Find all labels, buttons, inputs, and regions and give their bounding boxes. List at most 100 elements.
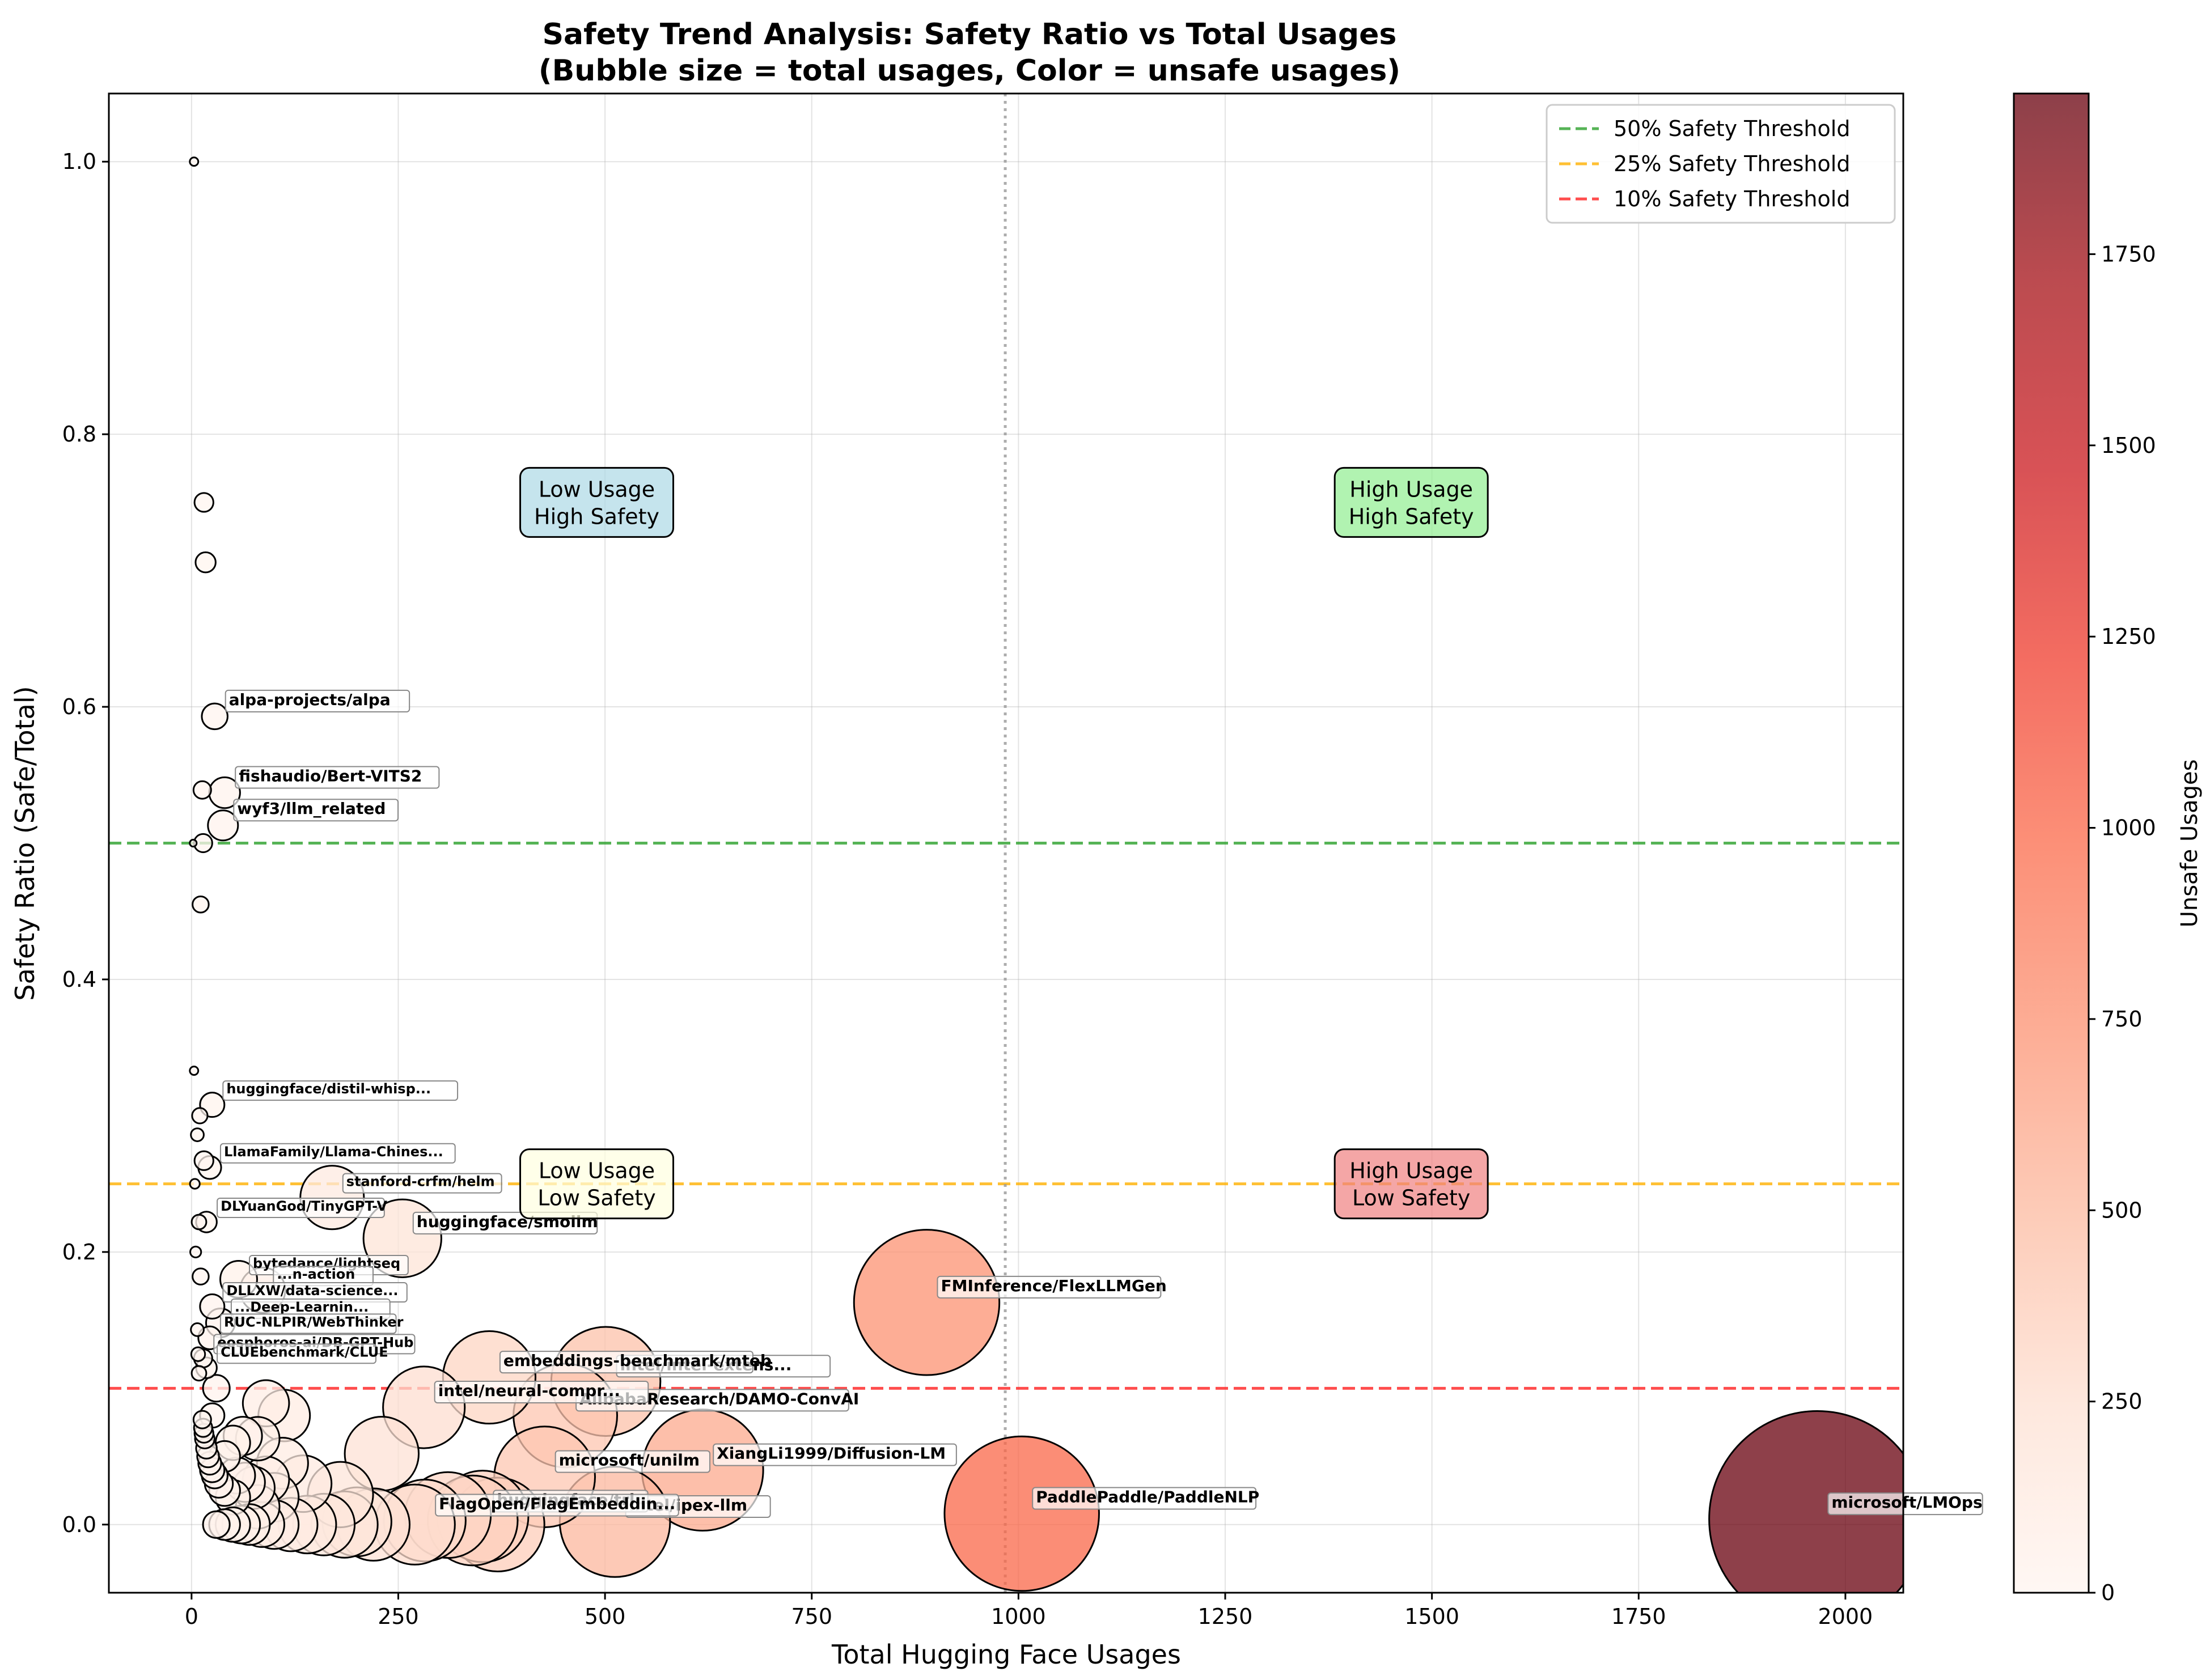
quadrant-box bbox=[1333, 1148, 1489, 1220]
point-label-box bbox=[1827, 1492, 1983, 1516]
point-label-box bbox=[217, 1197, 385, 1218]
point-label: CLUEbenchmark/CLUE bbox=[221, 1344, 388, 1360]
legend-frame bbox=[1546, 104, 1896, 224]
bubble bbox=[190, 1365, 208, 1382]
point-label-box bbox=[233, 799, 399, 822]
point-label-box bbox=[713, 1443, 957, 1466]
legend: 50% Safety Threshold 25% Safety Threshold… bbox=[1546, 104, 1896, 224]
colorbar-ticks: 0 250 500 750 1000 1250 1500 1750 bbox=[2089, 241, 2156, 1605]
point-label: RUC-NLPIR/WebThinker bbox=[224, 1314, 404, 1330]
x-tick-label: 0 bbox=[185, 1604, 198, 1629]
bubble bbox=[943, 1435, 1100, 1592]
quadrant-label: Low Safety bbox=[1352, 1186, 1470, 1211]
y-tick-label: 0.8 bbox=[62, 422, 96, 447]
bubble bbox=[202, 1374, 231, 1403]
x-tick-label: 500 bbox=[585, 1604, 626, 1629]
quadrant-box bbox=[1333, 466, 1489, 538]
point-label-box bbox=[219, 1313, 397, 1334]
colorbar-tick-label: 0 bbox=[2101, 1580, 2115, 1605]
point-label-box bbox=[342, 1173, 502, 1194]
x-tick-label: 1250 bbox=[1198, 1604, 1253, 1629]
point-label: wyf3/llm_related bbox=[237, 799, 386, 818]
bubble bbox=[190, 1127, 205, 1142]
x-axis-ticks: 0 250 500 750 1000 1250 1500 1750 2000 bbox=[185, 1593, 1873, 1629]
point-label: alpa-projects/alpa bbox=[229, 690, 391, 709]
plot-frame bbox=[108, 92, 1904, 1594]
bubble bbox=[189, 156, 200, 167]
bubble bbox=[192, 1267, 210, 1286]
bubble bbox=[189, 1066, 200, 1076]
point-label: ...n-action bbox=[277, 1266, 355, 1282]
point-label-box bbox=[235, 766, 440, 789]
colorbar-tick-label: 1500 bbox=[2101, 433, 2156, 458]
quadrant-label: High Usage bbox=[1349, 1159, 1473, 1183]
quadrant-label: Low Usage bbox=[539, 1159, 655, 1183]
colorbar: 0 250 500 750 1000 1250 1500 1750 Unsafe Usages bbox=[2013, 92, 2203, 1605]
point-label: microsoft/unilm bbox=[559, 1451, 700, 1470]
point-label: intel/neural-compr... bbox=[438, 1381, 620, 1400]
x-tick-label: 250 bbox=[378, 1604, 419, 1629]
bubble bbox=[207, 809, 239, 842]
x-tick-label: 1750 bbox=[1611, 1604, 1666, 1629]
point-label: DLYuanGod/TinyGPT-V bbox=[221, 1198, 387, 1214]
chart-title: Safety Trend Analysis: Safety Ratio vs T… bbox=[543, 18, 1397, 52]
point-label: huggingface/distil-whisp... bbox=[226, 1081, 431, 1097]
bubble bbox=[853, 1229, 1001, 1376]
bubble bbox=[1708, 1410, 1903, 1593]
bubble bbox=[191, 1107, 209, 1125]
y-tick-label: 0.4 bbox=[62, 967, 96, 992]
bubble bbox=[190, 1346, 206, 1362]
bubble bbox=[190, 1214, 208, 1231]
legend-entry: 25% Safety Threshold bbox=[1614, 151, 1850, 176]
y-axis-label: Safety Ratio (Safe/Total) bbox=[10, 686, 40, 1000]
bubble bbox=[202, 1510, 231, 1539]
bubble bbox=[193, 492, 214, 513]
x-tick-label: 1500 bbox=[1404, 1604, 1459, 1629]
point-label-box bbox=[217, 1343, 376, 1364]
point-label: DLLXW/data-science... bbox=[226, 1283, 398, 1299]
point-label: ...Deep-Learnin... bbox=[235, 1299, 369, 1315]
bubble bbox=[192, 895, 210, 914]
bubble bbox=[194, 551, 217, 574]
bubble bbox=[199, 1293, 226, 1320]
x-axis-label: Total Hugging Face Usages bbox=[831, 1639, 1181, 1670]
point-label: XiangLi1999/Diffusion-LM bbox=[717, 1444, 946, 1463]
bubble bbox=[193, 1150, 214, 1171]
plot-title: Safety Trend Analysis: Safety Ratio vs T… bbox=[539, 18, 1400, 88]
quadrant-label: Low Safety bbox=[537, 1186, 655, 1211]
chart-subtitle: (Bubble size = total usages, Color = uns… bbox=[539, 54, 1400, 88]
bubble bbox=[192, 1410, 212, 1429]
point-label-box bbox=[499, 1351, 753, 1374]
point-label: PaddlePaddle/PaddleNLP bbox=[1036, 1488, 1259, 1507]
point-label: fishaudio/Bert-VITS2 bbox=[239, 767, 422, 786]
legend-entry: 50% Safety Threshold bbox=[1614, 116, 1850, 141]
y-axis-ticks: 0.0 0.2 0.4 0.6 0.8 1.0 bbox=[62, 149, 109, 1537]
colorbar-gradient bbox=[2013, 92, 2090, 1594]
y-tick-label: 0.6 bbox=[62, 694, 96, 719]
point-label: LlamaFamily/Llama-Chines... bbox=[224, 1144, 443, 1160]
colorbar-tick-label: 250 bbox=[2101, 1389, 2143, 1414]
bubble bbox=[189, 1245, 202, 1258]
quadrant-label: Low Usage bbox=[539, 477, 655, 502]
point-label-box bbox=[222, 1080, 459, 1101]
y-tick-label: 0.0 bbox=[62, 1512, 96, 1537]
quadrant-box bbox=[519, 1148, 675, 1220]
point-label: FMInference/FlexLLMGen bbox=[941, 1276, 1166, 1295]
bubble bbox=[189, 838, 198, 848]
x-tick-label: 2000 bbox=[1818, 1604, 1873, 1629]
quadrant-label: High Safety bbox=[534, 504, 659, 529]
bubble bbox=[192, 780, 212, 800]
point-label: embeddings-benchmark/mteb bbox=[503, 1351, 772, 1370]
x-tick-label: 750 bbox=[791, 1604, 832, 1629]
point-label: microsoft/LMOps bbox=[1831, 1493, 1982, 1512]
quadrant-box bbox=[519, 466, 675, 538]
point-label-box bbox=[937, 1275, 1162, 1299]
y-tick-label: 0.2 bbox=[62, 1240, 96, 1265]
bubble bbox=[189, 1178, 201, 1190]
y-tick-label: 1.0 bbox=[62, 149, 96, 174]
colorbar-tick-label: 1250 bbox=[2101, 624, 2156, 649]
point-label-box bbox=[1032, 1487, 1257, 1510]
point-label-box bbox=[435, 1494, 679, 1517]
